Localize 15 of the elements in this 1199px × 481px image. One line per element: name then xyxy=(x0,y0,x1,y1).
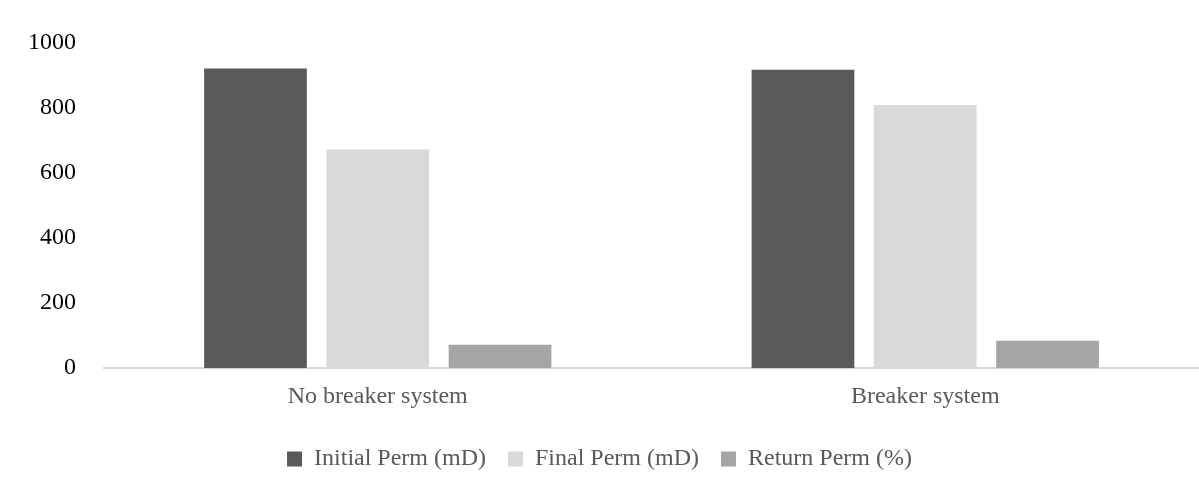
bar xyxy=(204,68,307,369)
y-tick-label: 200 xyxy=(40,288,76,315)
bar xyxy=(751,69,855,369)
bar xyxy=(996,340,1099,369)
y-tick-label: 1000 xyxy=(28,27,76,54)
bar xyxy=(448,344,552,369)
legend-label: Return Perm (%) xyxy=(747,444,912,471)
legend-label: Initial Perm (mD) xyxy=(314,444,487,471)
x-tick-label: No breaker system xyxy=(287,381,469,408)
x-tick-label: Breaker system xyxy=(850,381,1000,408)
y-tick-label: 600 xyxy=(40,158,76,185)
y-tick-label: 800 xyxy=(40,92,76,119)
legend-label: Final Perm (mD) xyxy=(535,444,699,471)
y-tick-label: 0 xyxy=(64,353,76,380)
y-tick-label: 400 xyxy=(40,223,76,250)
